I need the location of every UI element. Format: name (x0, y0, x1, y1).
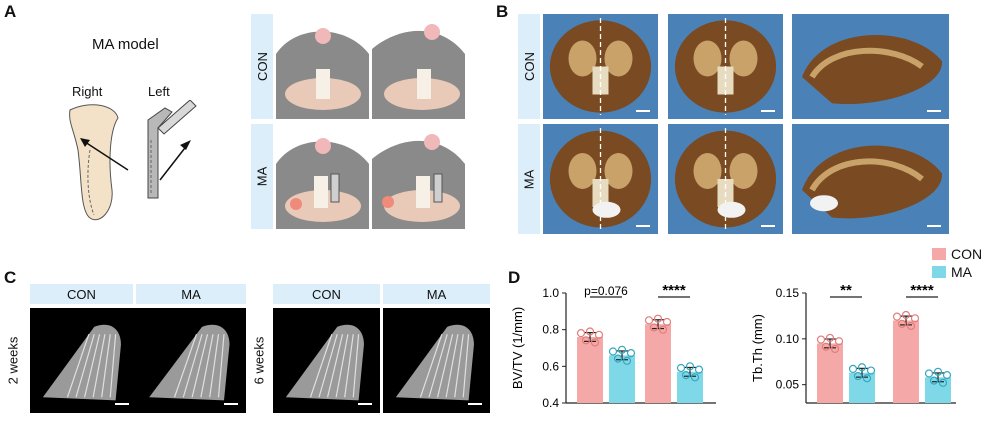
tbth-point (862, 374, 872, 383)
tbth-ytick-label: 0.05 (776, 378, 800, 392)
tbth-point (834, 337, 844, 346)
c-col-label-2w-con: CON (30, 284, 133, 304)
legend-swatch-con (932, 248, 946, 260)
ct-image-ma-front (543, 124, 658, 234)
tbth-point (929, 376, 939, 385)
bvtv-point (676, 363, 686, 373)
c-time-label-2w: 2 weeks (5, 336, 21, 385)
bvtv-ytick-label: 0.4 (542, 396, 559, 410)
tbth-ylabel: Tb.Th (mm) (750, 314, 765, 382)
bvtv-ytick-label: 0.6 (542, 359, 559, 373)
ma-model-title: MA model (92, 36, 159, 53)
tbth-point (857, 363, 867, 372)
bvtv-point (685, 362, 695, 371)
left-label: Left (148, 84, 170, 99)
tbth-point (942, 371, 952, 380)
bvtv-point (613, 354, 623, 363)
tbth-point (821, 342, 831, 351)
bvtv-point (662, 317, 672, 327)
bvtv-point (617, 345, 627, 354)
tbth-point (938, 378, 948, 387)
bvtv-point (590, 338, 600, 347)
a-row-label-con: CON (251, 14, 273, 119)
bvtv-bar-ma-0 (609, 355, 635, 403)
bvtv-point (644, 316, 654, 325)
bvtv-point (594, 330, 604, 339)
tbth-point (816, 335, 826, 344)
bvtv-ylabel: BV/TV (1/mm) (510, 307, 525, 389)
chart-bvtv: 0.4 0.6 0.8 1.0 BV/TV (1/mm) p=0.076 **** (510, 285, 716, 410)
bvtv-point (581, 336, 591, 345)
c-col-label-6w-ma: MA (383, 284, 490, 304)
microct-image-6w-ma (383, 308, 490, 413)
bvtv-point (658, 325, 668, 334)
panel-letter-d: D (508, 268, 521, 287)
legend-swatch-ma (932, 266, 946, 278)
ct-image-con-front2 (668, 14, 783, 119)
right-label: Right (72, 84, 103, 99)
b-row-label-con: CON (518, 14, 540, 119)
panel-letter-a: A (4, 2, 17, 21)
a-illustration-ma-side (372, 124, 465, 229)
bvtv-ytick-label: 1.0 (542, 286, 559, 300)
bvtv-sig-label: **** (662, 285, 686, 299)
ct-image-con-front (543, 14, 658, 119)
bvtv-point (681, 371, 691, 380)
tbth-bar-con-1 (893, 320, 919, 403)
ct-image-ma-front2 (668, 124, 783, 234)
tbth-point (901, 310, 911, 320)
bvtv-point (653, 314, 663, 323)
tbth-point (866, 366, 876, 375)
tbth-sig-label: ** (840, 285, 852, 299)
bvtv-sig-label: p=0.076 (584, 285, 628, 298)
bvtv-bar-con-0 (577, 337, 603, 403)
bvtv-point (622, 356, 632, 365)
arrow-right-icon (81, 139, 129, 171)
ct-image-ma-side (792, 124, 949, 234)
bvtv-point (694, 365, 704, 374)
tbth-point (853, 371, 863, 381)
panel-letter-c: C (4, 268, 17, 287)
tbth-point (897, 319, 907, 328)
ct-image-con-side (792, 14, 949, 119)
microct-image-2w-con (30, 308, 137, 413)
tbth-ytick-label: 0.10 (776, 332, 800, 346)
molar-schematic (69, 100, 197, 221)
tbth-point (924, 369, 934, 378)
bvtv-point (576, 329, 586, 338)
a-row-label-ma: MA (251, 124, 273, 229)
bvtv-point (608, 347, 618, 356)
c-col-label-6w-con: CON (273, 284, 380, 304)
c-time-label-6w: 6 weeks (251, 336, 267, 385)
c-col-label-2w-ma: MA (136, 284, 246, 304)
tbth-point (933, 367, 943, 376)
tbth-point (892, 312, 902, 321)
tbth-point (848, 364, 858, 374)
tbth-bar-con-0 (817, 343, 843, 403)
a-illustration-ma-front (276, 124, 369, 229)
tbth-point (830, 344, 840, 354)
bvtv-point (690, 373, 700, 382)
panel-letter-b: B (496, 2, 509, 21)
microct-image-6w-con (273, 308, 380, 413)
bvtv-point (649, 323, 659, 332)
tbth-point (825, 333, 835, 343)
bvtv-bar-con-1 (645, 324, 671, 403)
legend-label-con: CON (951, 246, 983, 262)
tbth-point (910, 314, 920, 323)
a-illustration-con-front (276, 14, 369, 119)
tbth-sig-label: **** (910, 285, 934, 299)
tbth-point (906, 321, 916, 331)
bvtv-point (585, 327, 595, 336)
bvtv-point (626, 349, 636, 358)
microct-image-2w-ma (136, 308, 246, 413)
arrow-left-icon (159, 143, 189, 181)
a-illustration-con-side (372, 14, 465, 119)
bvtv-ytick-label: 0.8 (542, 323, 559, 337)
tbth-ytick-label: 0.15 (776, 286, 800, 300)
legend-label-ma: MA (951, 264, 972, 280)
b-row-label-ma: MA (518, 124, 540, 234)
